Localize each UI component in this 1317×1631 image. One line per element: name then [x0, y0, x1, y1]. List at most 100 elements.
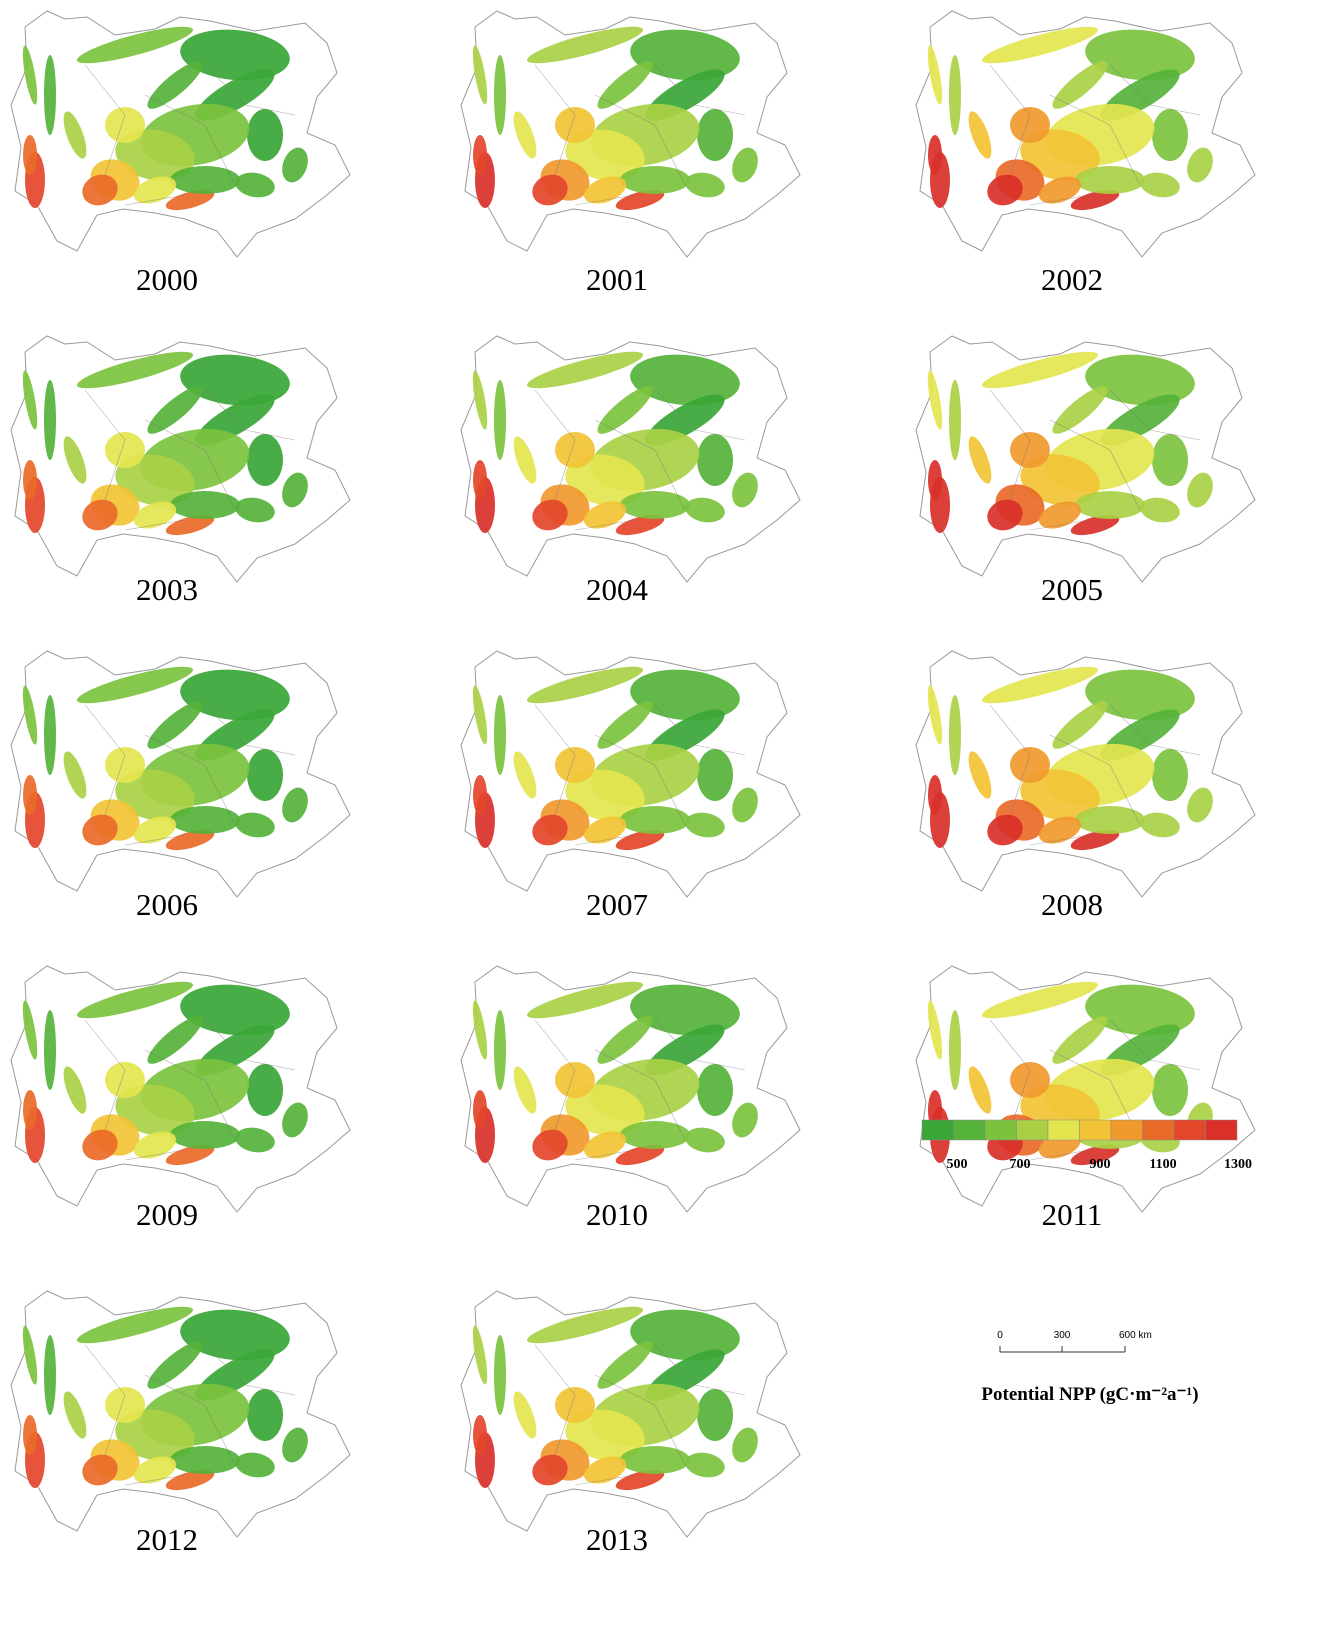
npp-region: [473, 775, 487, 815]
npp-region: [620, 1446, 690, 1474]
year-label: 2012: [136, 1522, 198, 1557]
npp-region: [170, 166, 240, 194]
year-label: 2013: [586, 1522, 648, 1557]
legend-swatch: [1048, 1120, 1080, 1140]
npp-region: [928, 775, 942, 815]
legend-label: 900: [1090, 1157, 1111, 1172]
npp-region: [1152, 434, 1188, 486]
npp-region: [170, 1446, 240, 1474]
year-label: 2009: [136, 1197, 198, 1232]
map-panel: [11, 966, 350, 1212]
npp-region: [620, 1121, 690, 1149]
scale-label: 0: [997, 1330, 1003, 1341]
npp-region: [1010, 107, 1050, 143]
npp-region: [494, 695, 506, 775]
legend-label: 1100: [1149, 1157, 1176, 1172]
npp-region: [949, 55, 961, 135]
npp-region: [1075, 806, 1145, 834]
npp-region: [473, 1415, 487, 1455]
year-label: 2006: [136, 887, 198, 922]
map-panel: [11, 11, 350, 257]
legend-label: 700: [1010, 1157, 1031, 1172]
npp-region: [23, 135, 37, 175]
year-label: 2010: [586, 1197, 648, 1232]
npp-region: [1010, 1062, 1050, 1098]
npp-region: [105, 1387, 145, 1423]
npp-region: [44, 55, 56, 135]
npp-region: [170, 1121, 240, 1149]
legend-swatch: [1017, 1120, 1049, 1140]
scale-label: 300: [1054, 1330, 1071, 1341]
map-panel: [461, 966, 800, 1212]
year-label: 2005: [1041, 572, 1103, 607]
npp-region: [928, 460, 942, 500]
npp-region: [697, 434, 733, 486]
npp-region: [23, 460, 37, 500]
map-panel: [461, 651, 800, 897]
npp-region: [949, 1010, 961, 1090]
map-panel: [916, 966, 1255, 1212]
legend-swatch: [1174, 1120, 1206, 1140]
npp-region: [105, 747, 145, 783]
npp-region: [928, 135, 942, 175]
year-label: 2002: [1041, 262, 1103, 297]
npp-region: [494, 380, 506, 460]
npp-region: [494, 55, 506, 135]
legend-label: 1300: [1224, 1157, 1252, 1172]
map-panel: [916, 651, 1255, 897]
map-panel: [11, 336, 350, 582]
npp-region: [1152, 749, 1188, 801]
npp-region: [170, 806, 240, 834]
npp-region: [23, 1415, 37, 1455]
npp-region: [247, 749, 283, 801]
npp-region: [44, 1010, 56, 1090]
map-panel: [11, 1291, 350, 1537]
npp-region: [620, 166, 690, 194]
scale-bar: 0 300 600 km: [997, 1330, 1152, 1352]
npp-region: [1010, 432, 1050, 468]
npp-region: [44, 695, 56, 775]
npp-region: [105, 432, 145, 468]
map-panel: [461, 1291, 800, 1537]
npp-region: [555, 1062, 595, 1098]
npp-region: [247, 1389, 283, 1441]
legend-label: 500: [947, 1157, 968, 1172]
figure: 0 300 600 km Potential NPP (gC·m⁻²a⁻¹) 2…: [0, 0, 1317, 1631]
year-label: 2000: [136, 262, 198, 297]
year-label: 2007: [586, 887, 648, 922]
legend-swatch: [954, 1120, 986, 1140]
npp-region: [949, 695, 961, 775]
npp-region: [247, 109, 283, 161]
legend-swatch: [1143, 1120, 1175, 1140]
map-panel: [916, 336, 1255, 582]
year-label: 2011: [1042, 1197, 1103, 1232]
year-label: 2008: [1041, 887, 1103, 922]
npp-region: [494, 1335, 506, 1415]
npp-region: [555, 747, 595, 783]
npp-region: [949, 380, 961, 460]
year-label: 2001: [586, 262, 648, 297]
npp-region: [247, 434, 283, 486]
npp-region: [23, 1090, 37, 1130]
npp-region: [697, 109, 733, 161]
npp-region: [473, 460, 487, 500]
legend-swatch: [1080, 1120, 1112, 1140]
npp-region: [697, 749, 733, 801]
npp-region: [473, 135, 487, 175]
npp-region: [1152, 109, 1188, 161]
npp-region: [555, 432, 595, 468]
map-panel: [461, 336, 800, 582]
npp-region: [473, 1090, 487, 1130]
npp-region: [44, 380, 56, 460]
year-label: 2004: [586, 572, 649, 607]
legend-title: Potential NPP (gC·m⁻²a⁻¹): [981, 1384, 1198, 1405]
legend-swatch: [922, 1120, 954, 1140]
npp-region: [1075, 166, 1145, 194]
npp-region: [1152, 1064, 1188, 1116]
npp-region: [697, 1064, 733, 1116]
legend-swatch: [1206, 1120, 1238, 1140]
npp-region: [697, 1389, 733, 1441]
npp-region: [1010, 747, 1050, 783]
year-label: 2003: [136, 572, 198, 607]
npp-region: [44, 1335, 56, 1415]
